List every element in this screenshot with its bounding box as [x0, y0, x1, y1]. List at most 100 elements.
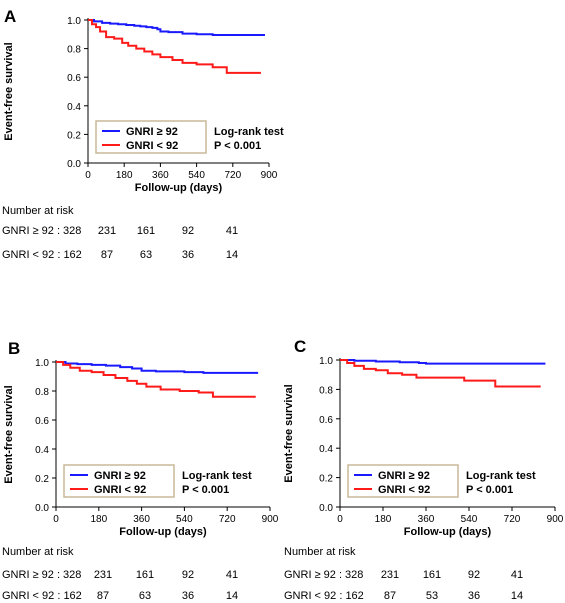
x-tick-label: 360	[418, 514, 435, 525]
logrank-label: Log-rank test	[182, 470, 252, 482]
x-tick-label: 900	[262, 514, 279, 525]
y-tick-label: 0.6	[319, 415, 333, 426]
survival-curve-low	[88, 19, 261, 74]
panel-label: C	[294, 337, 306, 356]
risk-row-label: GNRI ≥ 92 : 328	[2, 225, 81, 237]
x-tick-label: 540	[461, 514, 478, 525]
legend-label-low: GNRI < 92	[94, 484, 146, 496]
risk-row-label: GNRI ≥ 92 : 328	[2, 569, 81, 581]
y-axis-label: Event-free survival	[3, 42, 15, 140]
risk-row-value: 87	[97, 590, 109, 602]
survival-curve-low	[56, 361, 256, 398]
risk-row-value: 161	[137, 225, 155, 237]
risk-row-value: 87	[384, 590, 396, 602]
risk-row-label: GNRI < 92 : 162	[2, 249, 82, 261]
y-axis-label: Event-free survival	[283, 384, 295, 482]
risk-row-value: 231	[381, 569, 399, 581]
x-axis-label: Follow-up (days)	[119, 526, 207, 538]
risk-row-value: 41	[226, 569, 238, 581]
y-tick-label: 1.0	[35, 358, 49, 369]
chart-panel-b: B 0.0 0.2 0.4 0.6 0.8 1.0 0 180 360 540 720 900 Follo…	[2, 339, 279, 602]
risk-table-title: Number at risk	[2, 546, 74, 558]
survival-curve-low	[340, 359, 541, 388]
x-tick-label: 720	[219, 514, 236, 525]
chart-panel-a: A 0.0 0.2 0.4 0.6 0.8 1.0 0 180 360 540 720 900 Follo…	[2, 7, 284, 261]
risk-row-value: 63	[139, 590, 151, 602]
panel-label: A	[4, 7, 16, 26]
risk-row-value: 87	[101, 249, 113, 261]
x-tick-label: 540	[188, 170, 205, 181]
y-tick-label: 0.6	[67, 73, 81, 84]
x-tick-label: 180	[90, 514, 107, 525]
legend-label-low: GNRI < 92	[378, 484, 430, 496]
risk-row-value: 41	[226, 225, 238, 237]
risk-row-value: 14	[226, 590, 238, 602]
legend-label-high: GNRI ≥ 92	[94, 470, 146, 482]
x-tick-label: 540	[176, 514, 193, 525]
x-axis-label: Follow-up (days)	[135, 182, 223, 194]
risk-row-label: GNRI ≥ 92 : 328	[284, 569, 363, 581]
y-tick-label: 0.4	[67, 102, 81, 113]
x-tick-label: 180	[116, 170, 133, 181]
x-tick-label: 360	[152, 170, 169, 181]
y-tick-label: 0.4	[319, 444, 333, 455]
risk-row-value: 92	[468, 569, 480, 581]
risk-table-title: Number at risk	[284, 546, 356, 558]
p-value-label: P < 0.001	[214, 140, 261, 152]
risk-row-value: 231	[94, 569, 112, 581]
risk-row-value: 231	[98, 225, 116, 237]
risk-row-value: 92	[182, 225, 194, 237]
survival-curve-high	[340, 359, 546, 365]
legend-box	[63, 464, 175, 498]
risk-row-value: 92	[182, 569, 194, 581]
x-tick-label: 0	[85, 170, 91, 181]
y-tick-label: 0.2	[67, 130, 81, 141]
y-tick-label: 0.0	[319, 503, 333, 514]
y-tick-label: 0.8	[67, 45, 81, 56]
logrank-label: Log-rank test	[214, 126, 284, 138]
y-tick-label: 0.0	[35, 503, 49, 514]
chart-panel-c: C 0.0 0.2 0.4 0.6 0.8 1.0 0 180 360 540 720 900 Follo…	[283, 337, 564, 602]
risk-row-value: 14	[226, 249, 238, 261]
x-tick-label: 180	[375, 514, 392, 525]
legend-box	[347, 464, 459, 498]
x-tick-label: 360	[133, 514, 150, 525]
y-tick-label: 0.2	[35, 474, 49, 485]
risk-row-label: GNRI < 92 : 162	[284, 590, 364, 602]
risk-row-label: GNRI < 92 : 162	[2, 590, 82, 602]
legend-label-high: GNRI ≥ 92	[378, 470, 430, 482]
p-value-label: P < 0.001	[466, 484, 513, 496]
risk-row-value: 41	[511, 569, 523, 581]
risk-row-value: 14	[511, 590, 523, 602]
risk-row-value: 36	[468, 590, 480, 602]
p-value-label: P < 0.001	[182, 484, 229, 496]
x-tick-label: 900	[261, 170, 278, 181]
risk-table-title: Number at risk	[2, 205, 74, 217]
y-tick-label: 0.2	[319, 474, 333, 485]
risk-row-value: 36	[182, 249, 194, 261]
x-tick-label: 0	[53, 514, 59, 525]
legend-label-high: GNRI ≥ 92	[126, 126, 178, 138]
y-tick-label: 0.8	[35, 387, 49, 398]
y-tick-label: 0.8	[319, 385, 333, 396]
y-tick-label: 1.0	[319, 356, 333, 367]
logrank-label: Log-rank test	[466, 470, 536, 482]
x-tick-label: 720	[224, 170, 241, 181]
x-tick-label: 0	[337, 514, 343, 525]
y-tick-label: 0.6	[35, 416, 49, 427]
x-tick-label: 720	[504, 514, 521, 525]
panel-label: B	[8, 339, 20, 358]
y-tick-label: 1.0	[67, 16, 81, 27]
risk-row-value: 53	[426, 590, 438, 602]
legend-box	[95, 120, 207, 154]
y-tick-label: 0.0	[67, 159, 81, 170]
legend-label-low: GNRI < 92	[126, 140, 178, 152]
survival-curve-high	[56, 361, 259, 374]
survival-curve-high	[88, 19, 265, 37]
risk-row-value: 161	[423, 569, 441, 581]
y-axis-label: Event-free survival	[3, 385, 15, 483]
risk-row-value: 63	[140, 249, 152, 261]
risk-row-value: 36	[182, 590, 194, 602]
risk-row-value: 161	[136, 569, 154, 581]
